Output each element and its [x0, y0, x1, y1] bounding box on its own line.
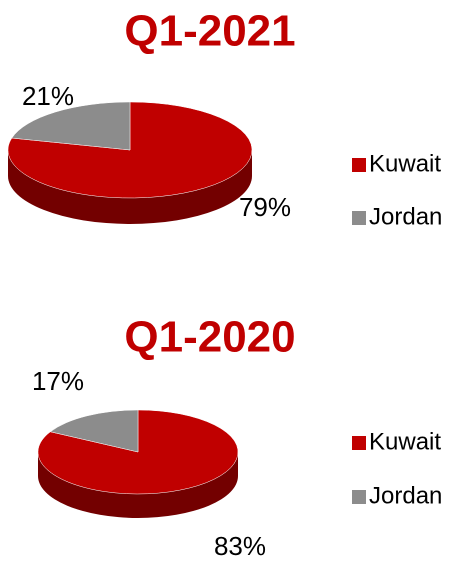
legend-label: Kuwait: [369, 428, 441, 455]
pie-slice: [49, 409, 139, 453]
chart-title: Q1-2021: [124, 7, 295, 56]
data-label: 83%: [214, 531, 266, 561]
data-label: 17%: [32, 366, 84, 396]
chart-title: Q1-2020: [124, 313, 295, 362]
legend-label: Kuwait: [369, 150, 441, 177]
legend-swatch: [352, 158, 366, 172]
legend-label: Jordan: [369, 482, 442, 509]
pie-side: [8, 150, 252, 224]
legend-swatch: [352, 436, 366, 450]
legend-swatch: [352, 490, 366, 504]
data-label: 79%: [239, 192, 291, 222]
pie-slice: [11, 101, 131, 151]
data-label: 21%: [22, 81, 74, 111]
legend-swatch: [352, 211, 366, 225]
legend-label: Jordan: [369, 203, 442, 230]
pie-side: [38, 452, 238, 518]
